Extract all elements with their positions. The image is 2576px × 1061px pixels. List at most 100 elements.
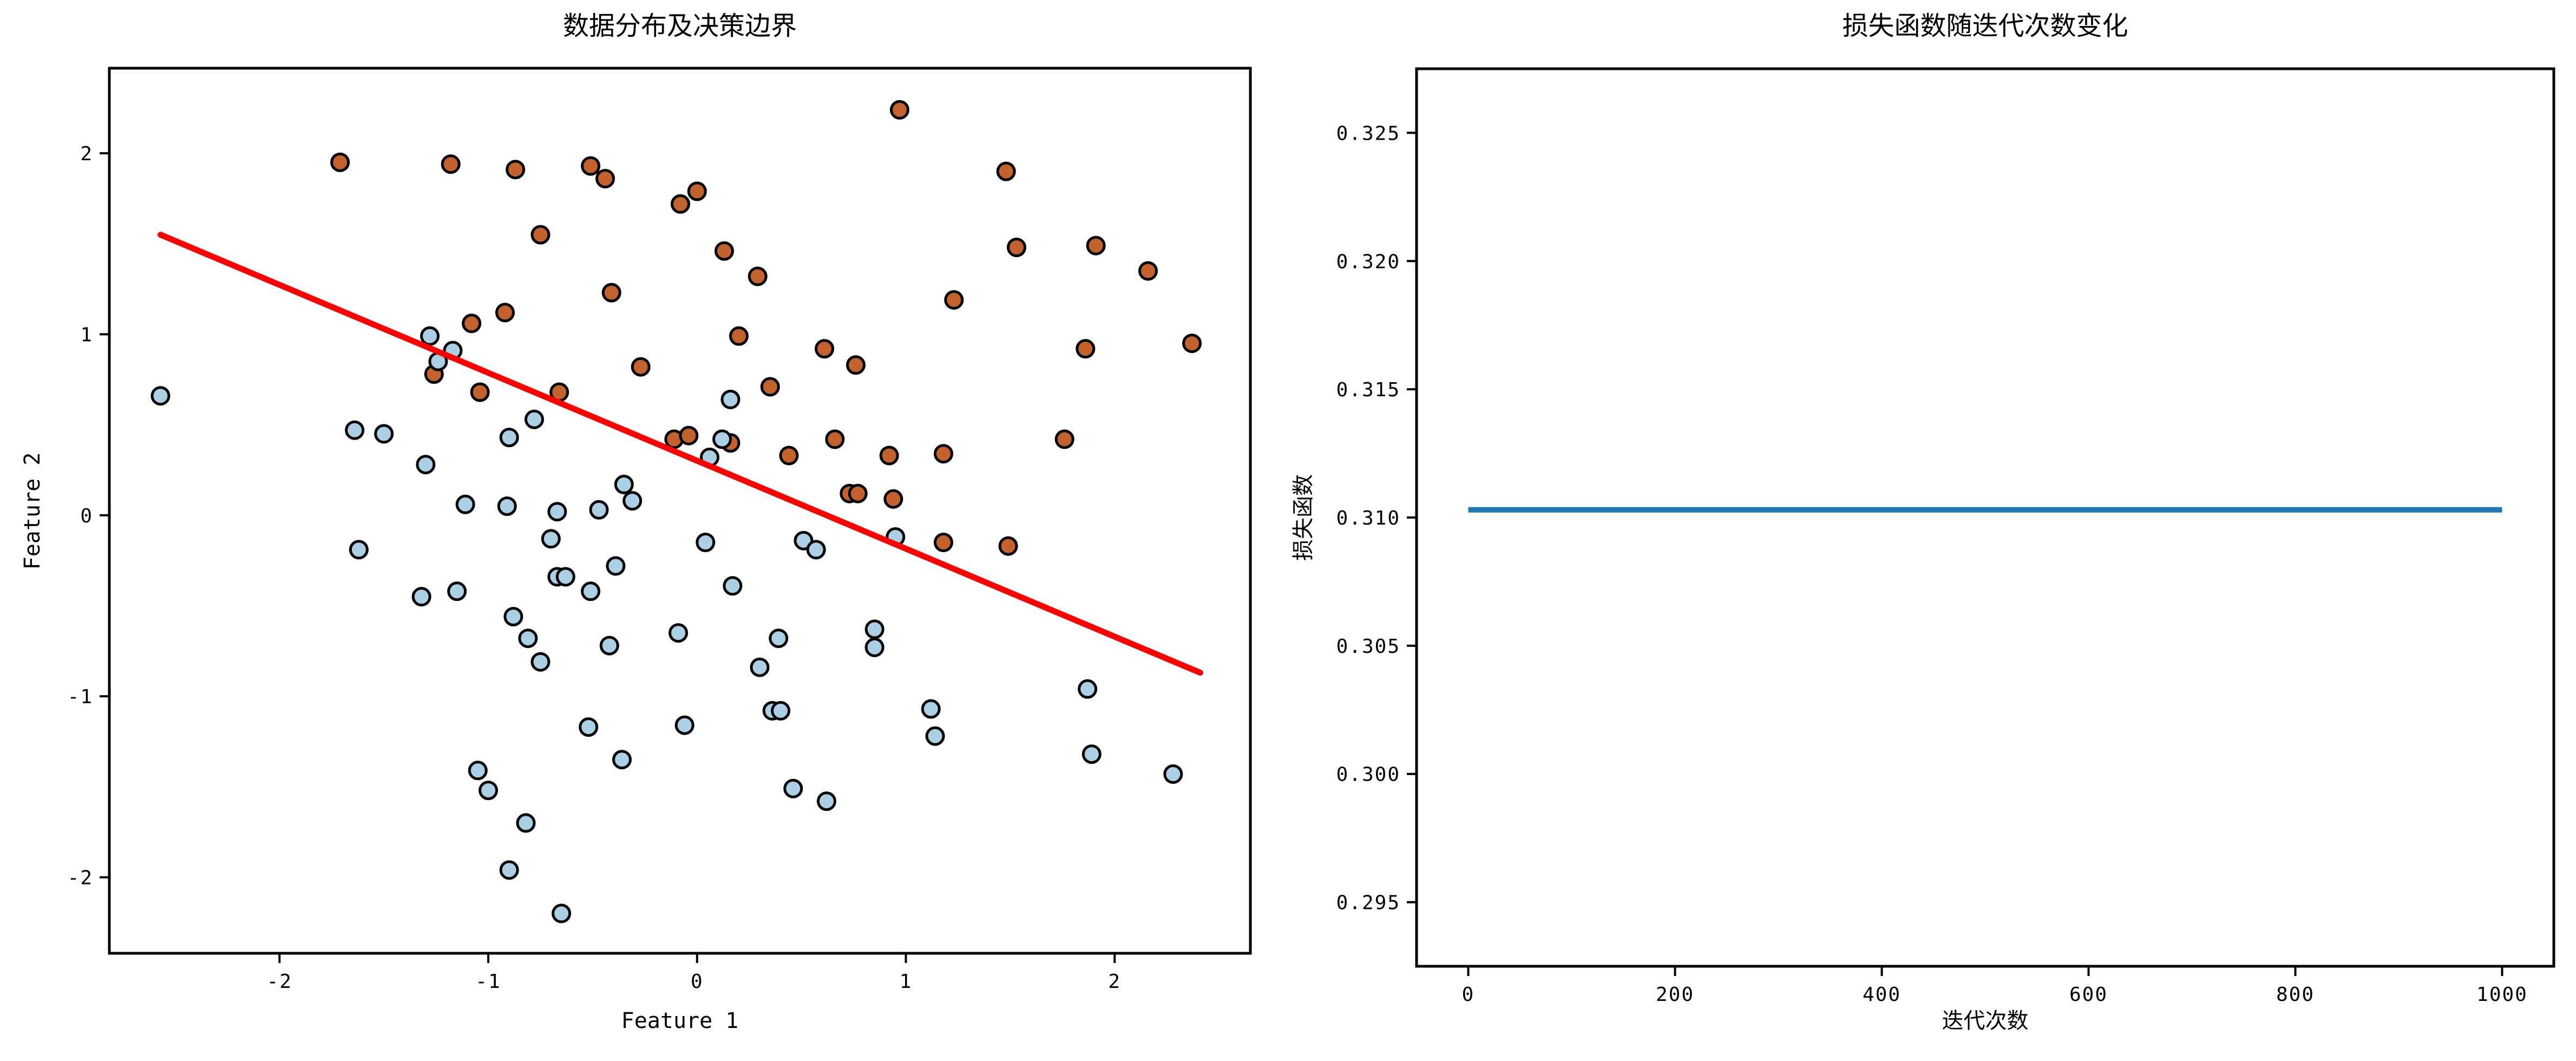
scatter-point-class1 (631, 357, 651, 377)
scatter-point-class0 (674, 715, 694, 735)
scatter-point-class0 (668, 623, 689, 643)
scatter-point-class0 (411, 587, 431, 607)
loss-y-tick-label: 0.315 (1336, 379, 1400, 401)
scatter-point-class1 (748, 266, 768, 286)
loss-ylabel: 损失函数 (1291, 474, 1316, 561)
loss-y-tick-label: 0.310 (1336, 507, 1400, 529)
decision-boundary-line (158, 232, 1203, 676)
scatter-point-class0 (622, 491, 643, 511)
scatter-point-class0 (468, 761, 488, 781)
loss-x-tick-label: 0 (1462, 984, 1475, 1006)
scatter-point-class0 (769, 628, 789, 649)
scatter-point-class0 (479, 781, 499, 801)
scatter-point-class1 (1007, 238, 1026, 257)
scatter-y-tick-label: 2 (80, 143, 93, 165)
loss-y-tick-label: 0.325 (1336, 122, 1400, 145)
scatter-point-class1 (934, 444, 953, 464)
scatter-point-class1 (1138, 261, 1158, 281)
scatter-point-class1 (470, 382, 490, 402)
scatter-point-class1 (890, 100, 909, 120)
scatter-point-class0 (771, 701, 791, 721)
scatter-point-class1 (879, 446, 899, 466)
scatter-point-class0 (555, 567, 575, 587)
scatter-x-tick-label: 1 (900, 971, 913, 993)
scatter-point-class0 (712, 429, 732, 449)
loss-y-tick-label: 0.295 (1336, 892, 1400, 914)
scatter-point-class0 (581, 581, 601, 601)
scatter-point-class1 (715, 241, 734, 261)
scatter-point-class0 (1163, 764, 1183, 784)
scatter-point-class1 (883, 489, 903, 509)
scatter-point-class0 (864, 637, 884, 657)
scatter-point-class1 (1076, 339, 1096, 359)
scatter-point-class0 (150, 386, 171, 406)
scatter-point-class0 (499, 860, 519, 880)
scatter-point-class0 (925, 726, 945, 746)
scatter-point-class0 (455, 494, 475, 514)
scatter-point-class0 (345, 420, 365, 440)
scatter-point-class0 (1078, 679, 1098, 699)
loss-y-tick-label: 0.300 (1336, 764, 1400, 786)
loss-x-tick-label: 400 (1863, 984, 1901, 1006)
scatter-point-class0 (921, 699, 941, 719)
scatter-point-class1 (679, 425, 699, 446)
scatter-point-class0 (720, 389, 740, 409)
scatter-point-class1 (944, 290, 964, 310)
scatter-point-class0 (530, 652, 550, 672)
scatter-point-class0 (750, 657, 770, 677)
scatter-point-class0 (696, 533, 716, 552)
scatter-point-class0 (1081, 744, 1102, 764)
scatter-point-class1 (998, 536, 1018, 556)
loss-y-tick-label: 0.305 (1336, 636, 1400, 658)
scatter-point-class0 (783, 778, 803, 798)
scatter-title: 数据分布及决策边界 (562, 12, 797, 41)
scatter-point-class1 (848, 483, 868, 503)
scatter-point-class1 (495, 303, 515, 323)
scatter-x-tick-label: 2 (1108, 971, 1121, 993)
scatter-point-class1 (846, 355, 866, 375)
scatter-y-tick-label: -1 (68, 686, 93, 708)
scatter-point-class0 (612, 750, 632, 770)
loss-x-tick-label: 1000 (2476, 984, 2528, 1006)
scatter-point-class0 (599, 636, 619, 656)
scatter-point-class0 (518, 628, 538, 649)
scatter-point-class1 (825, 429, 845, 449)
scatter-point-class0 (589, 500, 609, 520)
loss-axes-frame (1415, 67, 2555, 968)
scatter-x-tick-label: 0 (691, 971, 704, 993)
scatter-point-class1 (581, 156, 601, 176)
scatter-point-class0 (614, 475, 634, 494)
scatter-point-class1 (687, 181, 707, 201)
scatter-point-class1 (1054, 429, 1074, 449)
scatter-point-class1 (441, 154, 461, 174)
scatter-point-class1 (760, 377, 780, 397)
scatter-point-class0 (503, 607, 523, 627)
scatter-point-class0 (499, 428, 519, 448)
scatter-point-class1 (601, 283, 621, 303)
scatter-point-class0 (579, 717, 599, 737)
scatter-point-class0 (374, 424, 394, 444)
scatter-point-class0 (416, 455, 436, 475)
scatter-point-class0 (547, 502, 567, 522)
loss-x-tick-label: 200 (1656, 984, 1694, 1006)
scatter-point-class1 (1086, 235, 1106, 256)
scatter-point-class1 (671, 194, 690, 214)
scatter-point-class0 (806, 540, 826, 560)
scatter-y-tick-label: 0 (80, 505, 93, 527)
scatter-point-class1 (815, 339, 835, 359)
scatter-point-class0 (606, 556, 626, 576)
scatter-point-class1 (1182, 333, 1202, 353)
scatter-point-class1 (462, 313, 482, 333)
loss-title: 损失函数随迭代次数变化 (1842, 12, 2128, 41)
scatter-point-class1 (996, 161, 1016, 181)
scatter-xlabel: Feature 1 (621, 1008, 739, 1033)
scatter-point-class0 (817, 791, 836, 811)
scatter-point-class0 (552, 903, 572, 924)
loss-x-tick-label: 600 (2069, 984, 2108, 1006)
loss-y-tick-label: 0.320 (1336, 251, 1400, 273)
scatter-point-class0 (447, 581, 467, 601)
scatter-ylabel: Feature 2 (20, 452, 45, 570)
scatter-point-class1 (506, 160, 526, 180)
scatter-point-class0 (516, 813, 536, 833)
